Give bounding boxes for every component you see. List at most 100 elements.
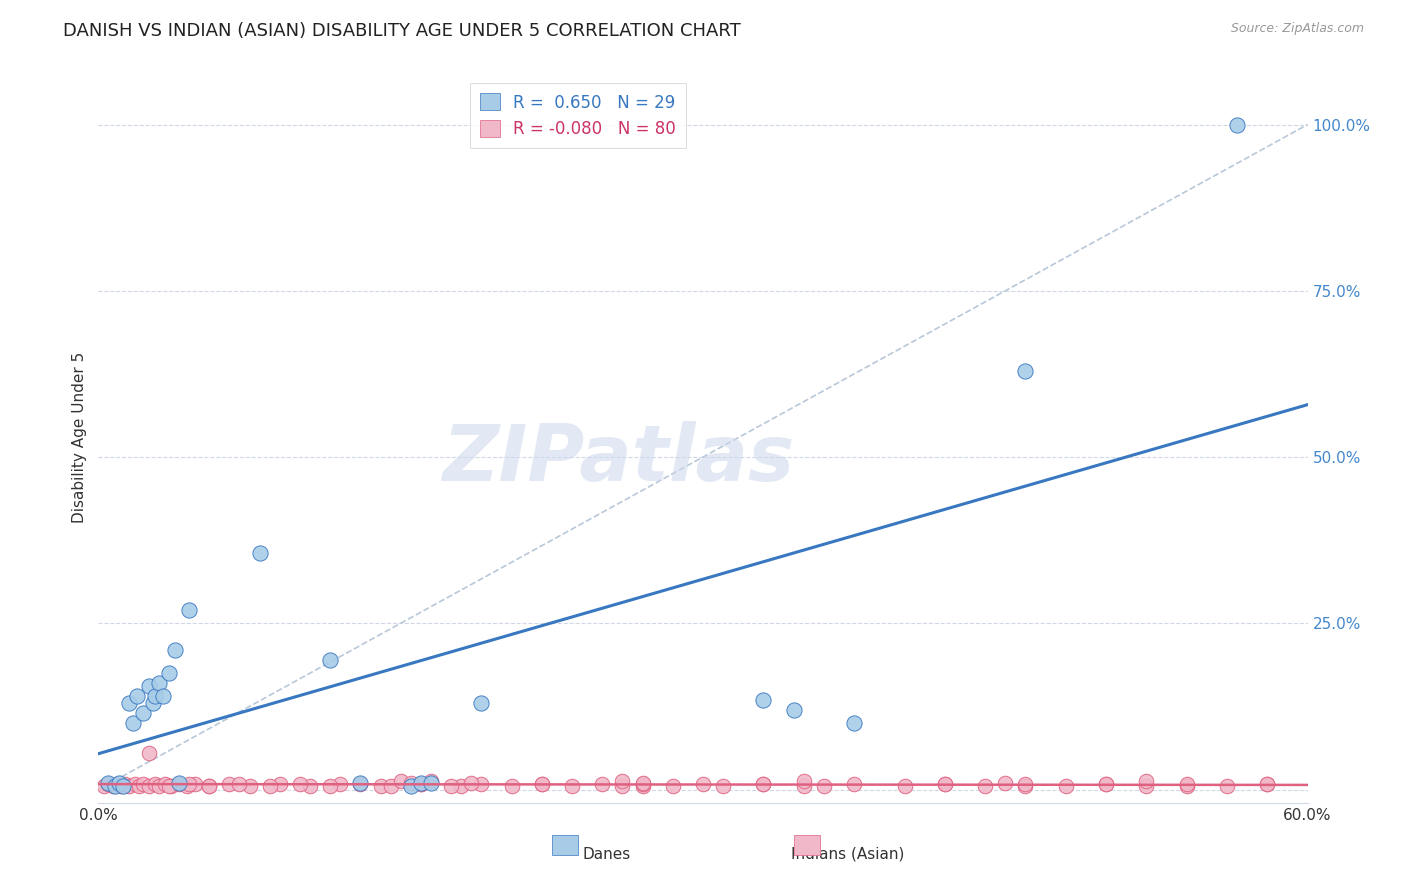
Point: [163, 643, 186, 657]
Point: [460, 776, 482, 790]
Point: [752, 692, 775, 706]
Point: [1014, 779, 1036, 793]
Point: [249, 546, 271, 560]
Point: [184, 777, 207, 791]
Point: [934, 777, 956, 791]
Point: [198, 779, 221, 793]
Point: [420, 773, 443, 788]
Point: [105, 777, 128, 791]
Point: [132, 777, 155, 791]
Point: [1014, 363, 1036, 377]
Point: [934, 777, 956, 791]
Point: [107, 776, 129, 790]
Point: [97, 776, 120, 790]
Point: [148, 676, 170, 690]
Point: [239, 779, 262, 793]
FancyBboxPatch shape: [551, 835, 578, 855]
Point: [167, 777, 190, 791]
Point: [1175, 779, 1198, 793]
Point: [1014, 777, 1036, 791]
Point: [470, 777, 492, 791]
Point: [349, 776, 371, 790]
Point: [160, 779, 183, 793]
Point: [121, 716, 143, 731]
FancyBboxPatch shape: [793, 835, 820, 855]
Point: [440, 779, 463, 793]
Legend: R =  0.650   N = 29, R = -0.080   N = 80: R = 0.650 N = 29, R = -0.080 N = 80: [470, 83, 686, 148]
Point: [409, 777, 432, 791]
Point: [1095, 777, 1118, 791]
Point: [218, 777, 240, 791]
Point: [101, 779, 124, 793]
Point: [152, 690, 174, 704]
Point: [591, 777, 613, 791]
Point: [793, 779, 815, 793]
Point: [974, 779, 997, 793]
Point: [143, 690, 166, 704]
Text: Source: ZipAtlas.com: Source: ZipAtlas.com: [1230, 22, 1364, 36]
Point: [128, 779, 150, 793]
Point: [1226, 118, 1249, 132]
Point: [631, 777, 654, 791]
Point: [103, 779, 125, 793]
Point: [561, 779, 583, 793]
Point: [450, 779, 472, 793]
Point: [530, 777, 553, 791]
Point: [389, 773, 412, 788]
Point: [420, 776, 443, 790]
Point: [1135, 773, 1157, 788]
Point: [612, 779, 634, 793]
Point: [370, 779, 392, 793]
Point: [409, 776, 432, 790]
Point: [125, 690, 148, 704]
Text: Danes: Danes: [582, 847, 630, 862]
Point: [661, 779, 683, 793]
Point: [138, 746, 160, 760]
Point: [114, 777, 136, 791]
Point: [288, 777, 311, 791]
Point: [329, 777, 352, 791]
Point: [228, 777, 250, 791]
Point: [752, 777, 775, 791]
Point: [198, 779, 221, 793]
Point: [399, 779, 422, 793]
Point: [793, 773, 815, 788]
Point: [1054, 779, 1077, 793]
Point: [1216, 779, 1239, 793]
Point: [319, 653, 342, 667]
Point: [380, 779, 402, 793]
Point: [111, 779, 134, 793]
Point: [143, 777, 166, 791]
Point: [752, 777, 775, 791]
Point: [1135, 779, 1157, 793]
Point: [783, 703, 806, 717]
Point: [269, 777, 291, 791]
Point: [711, 779, 734, 793]
Point: [1095, 777, 1118, 791]
Point: [138, 680, 160, 694]
Point: [157, 779, 180, 793]
Point: [93, 779, 115, 793]
Point: [167, 776, 190, 790]
Point: [844, 716, 866, 731]
Point: [349, 777, 371, 791]
Point: [97, 777, 120, 791]
Point: [176, 779, 198, 793]
Text: ZIPatlas: ZIPatlas: [443, 421, 794, 497]
Point: [118, 779, 141, 793]
Point: [124, 777, 146, 791]
Point: [259, 779, 281, 793]
Point: [110, 779, 132, 793]
Point: [148, 779, 170, 793]
Point: [399, 776, 422, 790]
Point: [138, 779, 160, 793]
Point: [1256, 777, 1278, 791]
Point: [844, 777, 866, 791]
Point: [530, 777, 553, 791]
Point: [692, 777, 714, 791]
Point: [153, 777, 176, 791]
Point: [612, 773, 634, 788]
Point: [142, 696, 165, 710]
Point: [179, 777, 201, 791]
Point: [813, 779, 835, 793]
